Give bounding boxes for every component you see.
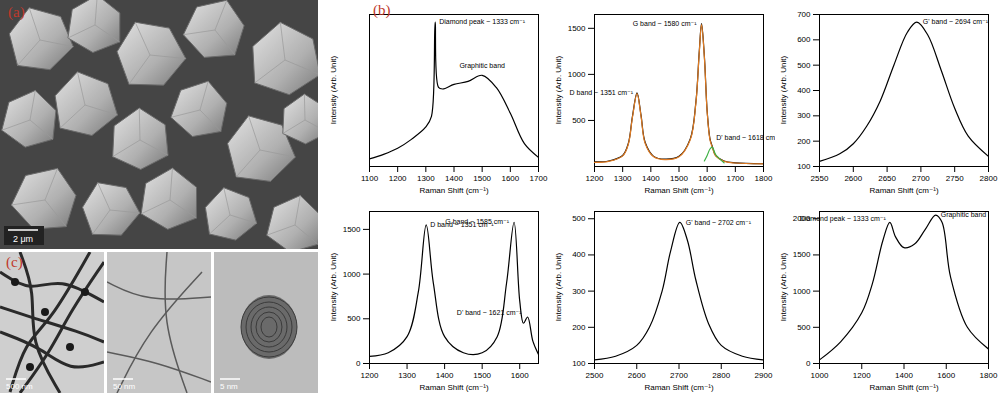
svg-text:2 μm: 2 μm <box>13 234 33 244</box>
svg-text:1000: 1000 <box>793 287 811 296</box>
svg-text:2650: 2650 <box>878 174 896 183</box>
svg-text:400: 400 <box>797 86 811 95</box>
svg-text:1400: 1400 <box>436 371 454 380</box>
svg-text:300: 300 <box>797 111 811 120</box>
svg-text:G band ~ 1580 cm⁻¹: G band ~ 1580 cm⁻¹ <box>633 20 697 27</box>
svg-text:Intensity (Arb. Unit): Intensity (Arb. Unit) <box>329 252 338 321</box>
svg-text:1500: 1500 <box>473 174 491 183</box>
svg-text:0: 0 <box>806 359 811 368</box>
svg-text:0: 0 <box>356 359 361 368</box>
svg-text:2550: 2550 <box>811 174 829 183</box>
svg-text:2600: 2600 <box>628 371 646 380</box>
svg-text:500 nm: 500 nm <box>6 382 33 391</box>
svg-text:1500: 1500 <box>343 225 361 234</box>
svg-text:2600: 2600 <box>844 174 862 183</box>
svg-text:1300: 1300 <box>417 174 435 183</box>
svg-text:Raman Shift (cm⁻¹): Raman Shift (cm⁻¹) <box>644 383 713 392</box>
svg-text:1600: 1600 <box>937 371 955 380</box>
svg-text:1300: 1300 <box>398 371 416 380</box>
svg-text:2700: 2700 <box>670 371 688 380</box>
svg-text:Raman Shift (cm⁻¹): Raman Shift (cm⁻¹) <box>644 186 713 195</box>
svg-text:1800: 1800 <box>980 371 998 380</box>
svg-text:2500: 2500 <box>586 371 604 380</box>
svg-text:Intensity (Arb. Unit): Intensity (Arb. Unit) <box>779 252 788 321</box>
svg-text:1500: 1500 <box>793 250 811 259</box>
svg-text:500: 500 <box>572 214 586 223</box>
svg-text:Raman Shift (cm⁻¹): Raman Shift (cm⁻¹) <box>869 383 938 392</box>
svg-text:1500: 1500 <box>473 371 491 380</box>
svg-text:50 nm: 50 nm <box>113 382 136 391</box>
svg-text:2800: 2800 <box>980 174 998 183</box>
svg-text:300: 300 <box>572 287 586 296</box>
svg-text:2700: 2700 <box>912 174 930 183</box>
svg-text:500: 500 <box>797 61 811 70</box>
svg-text:1200: 1200 <box>389 174 407 183</box>
svg-text:1100: 1100 <box>361 174 379 183</box>
svg-text:G' band ~ 2694 cm⁻¹: G' band ~ 2694 cm⁻¹ <box>923 18 989 25</box>
svg-text:1800: 1800 <box>755 174 773 183</box>
svg-text:5 nm: 5 nm <box>220 382 238 391</box>
svg-text:2750: 2750 <box>946 174 964 183</box>
svg-text:Intensity (Arb. Unit): Intensity (Arb. Unit) <box>329 55 338 124</box>
svg-text:Raman Shift (cm⁻¹): Raman Shift (cm⁻¹) <box>869 186 938 195</box>
svg-text:1400: 1400 <box>642 174 660 183</box>
svg-text:1200: 1200 <box>586 174 604 183</box>
svg-text:Diamond peak ~ 1333 cm⁻¹: Diamond peak ~ 1333 cm⁻¹ <box>439 18 526 26</box>
svg-text:Intensity (Arb. Unit): Intensity (Arb. Unit) <box>554 252 563 321</box>
svg-text:100: 100 <box>572 359 586 368</box>
svg-text:1600: 1600 <box>501 174 519 183</box>
svg-text:400: 400 <box>572 250 586 259</box>
html-text:(b): (b) <box>373 2 391 18</box>
svg-text:Diamond peak ~ 1333 cm⁻¹: Diamond peak ~ 1333 cm⁻¹ <box>800 215 887 223</box>
svg-text:Graphitic band: Graphitic band <box>459 62 505 70</box>
svg-text:Intensity (Arb. Unit): Intensity (Arb. Unit) <box>779 55 788 124</box>
html-text:(c): (c) <box>6 254 23 270</box>
svg-text:Raman Shift (cm⁻¹): Raman Shift (cm⁻¹) <box>419 383 488 392</box>
svg-text:1400: 1400 <box>445 174 463 183</box>
svg-text:1200: 1200 <box>853 371 871 380</box>
svg-text:1300: 1300 <box>614 174 632 183</box>
svg-text:Graphitic band: Graphitic band <box>941 211 987 219</box>
svg-text:1600: 1600 <box>698 174 716 183</box>
svg-text:700: 700 <box>797 10 811 19</box>
svg-text:1200: 1200 <box>361 371 379 380</box>
svg-text:D' band ~ 1618 cm⁻¹: D' band ~ 1618 cm⁻¹ <box>716 134 775 141</box>
svg-text:2900: 2900 <box>755 371 773 380</box>
svg-text:G' band ~ 2702 cm⁻¹: G' band ~ 2702 cm⁻¹ <box>686 219 752 226</box>
svg-text:200: 200 <box>797 137 811 146</box>
html-text:(a): (a) <box>8 4 25 20</box>
svg-text:Raman Shift (cm⁻¹): Raman Shift (cm⁻¹) <box>419 186 488 195</box>
svg-text:500: 500 <box>797 323 811 332</box>
svg-text:100: 100 <box>797 162 811 171</box>
svg-text:D band ~ 1351 cm⁻¹: D band ~ 1351 cm⁻¹ <box>570 89 634 96</box>
svg-text:1600: 1600 <box>511 371 529 380</box>
svg-text:1500: 1500 <box>670 174 688 183</box>
svg-text:1700: 1700 <box>530 174 548 183</box>
svg-text:200: 200 <box>572 323 586 332</box>
svg-text:1700: 1700 <box>726 174 744 183</box>
svg-text:1000: 1000 <box>811 371 829 380</box>
svg-text:Intensity (Arb. Unit): Intensity (Arb. Unit) <box>554 55 563 124</box>
svg-text:1500: 1500 <box>568 24 586 33</box>
svg-text:2800: 2800 <box>712 371 730 380</box>
svg-text:500: 500 <box>347 314 361 323</box>
svg-text:500: 500 <box>572 116 586 125</box>
svg-text:1000: 1000 <box>343 270 361 279</box>
svg-text:G band ~ 1585 cm⁻¹: G band ~ 1585 cm⁻¹ <box>445 218 509 225</box>
svg-text:600: 600 <box>797 35 811 44</box>
svg-text:D' band ~ 1621 cm⁻¹: D' band ~ 1621 cm⁻¹ <box>457 309 522 316</box>
svg-text:1000: 1000 <box>568 70 586 79</box>
svg-text:1400: 1400 <box>895 371 913 380</box>
